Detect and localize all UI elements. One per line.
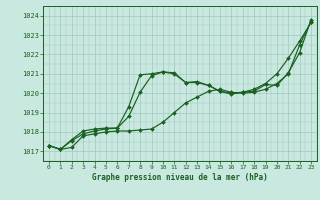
X-axis label: Graphe pression niveau de la mer (hPa): Graphe pression niveau de la mer (hPa) (92, 173, 268, 182)
